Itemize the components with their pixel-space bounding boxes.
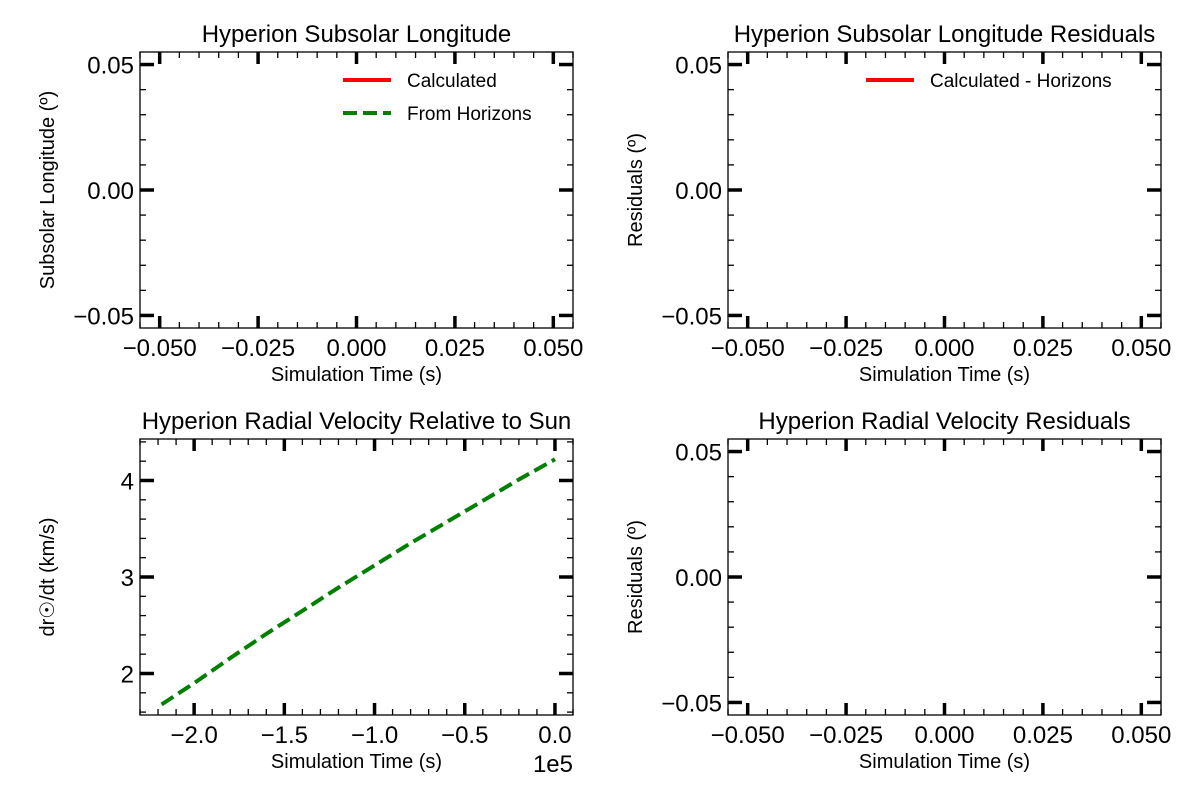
y-tick-label: −0.05 xyxy=(73,303,134,330)
legend-label: Calculated - Horizons xyxy=(930,71,1112,92)
x-tick-label: 0.0 xyxy=(538,722,571,749)
x-offset-text: 1e5 xyxy=(533,751,573,778)
y-axis-label: Subsolar Longitude (º) xyxy=(37,91,59,290)
x-tick-label: 0.000 xyxy=(326,335,386,362)
x-axis-label: Simulation Time (s) xyxy=(859,751,1030,773)
y-tick-label: 3 xyxy=(121,565,134,592)
x-tick-label: 0.000 xyxy=(914,722,974,749)
y-tick-label: 4 xyxy=(121,468,134,495)
legend-label: Calculated xyxy=(407,71,497,92)
y-tick-label: 0.05 xyxy=(675,53,722,80)
x-tick-label: −2.0 xyxy=(170,722,217,749)
y-tick-label: 0.00 xyxy=(87,178,134,205)
x-tick-label: −0.025 xyxy=(809,722,883,749)
x-tick-label: −0.025 xyxy=(221,335,295,362)
legend: Calculated - Horizons xyxy=(866,71,1112,92)
y-axis-label: dr☉/dt (km/s) xyxy=(37,517,59,636)
x-tick-label: −0.050 xyxy=(711,722,785,749)
chart-panel-1: −0.050 −0.025 0.000 0.025 0.050 −0.05 0.00 0.05… xyxy=(37,21,583,386)
x-axis-label: Simulation Time (s) xyxy=(271,364,442,386)
x-tick-label: −0.025 xyxy=(809,335,883,362)
chart-title: Hyperion Radial Velocity Residuals xyxy=(758,408,1130,435)
x-axis-label: Simulation Time (s) xyxy=(271,751,442,773)
x-tick-label: −0.5 xyxy=(441,722,488,749)
plot-frame xyxy=(139,51,574,329)
legend: Calculated From Horizons xyxy=(343,71,532,125)
x-tick-label: −0.050 xyxy=(711,335,785,362)
y-tick-label: 0.00 xyxy=(675,178,722,205)
y-tick-label: 2 xyxy=(121,662,134,689)
y-tick-label: −0.05 xyxy=(661,690,722,717)
chart-title: Hyperion Subsolar Longitude Residuals xyxy=(734,21,1156,48)
y-tick-label: −0.05 xyxy=(661,303,722,330)
y-tick-label: 0.00 xyxy=(675,565,722,592)
x-tick-label: 0.050 xyxy=(523,335,583,362)
chart-panel-4: −0.050 −0.025 0.000 0.025 0.050 −0.05 0.00 0.05… xyxy=(625,408,1171,773)
chart-panel-3: −2.0 −1.5 −1.0 −0.5 0.0 2 3 4 Hyperion Radial Ve… xyxy=(37,408,574,778)
x-tick-label: 0.000 xyxy=(914,335,974,362)
x-tick-label: −1.0 xyxy=(351,722,398,749)
x-tick-label: 0.050 xyxy=(1111,335,1171,362)
x-tick-label: 0.050 xyxy=(1111,722,1171,749)
chart-panel-2: −0.050 −0.025 0.000 0.025 0.050 −0.05 0.00 0.05… xyxy=(625,21,1171,386)
legend-label: From Horizons xyxy=(407,104,532,125)
x-tick-label: 0.025 xyxy=(1013,722,1073,749)
x-tick-label: 0.025 xyxy=(425,335,485,362)
chart-title: Hyperion Radial Velocity Relative to Sun xyxy=(142,408,572,435)
plot-frame xyxy=(727,51,1162,329)
plot-frame xyxy=(727,438,1162,716)
x-tick-label: 0.025 xyxy=(1013,335,1073,362)
x-tick-label: −0.050 xyxy=(123,335,197,362)
y-axis-label: Residuals (º) xyxy=(625,520,647,634)
y-tick-label: 0.05 xyxy=(675,440,722,467)
y-axis-label: Residuals (º) xyxy=(625,133,647,247)
x-axis-label: Simulation Time (s) xyxy=(859,364,1030,386)
chart-title: Hyperion Subsolar Longitude xyxy=(202,21,512,48)
series-line-1 xyxy=(160,457,556,707)
x-tick-label: −1.5 xyxy=(261,722,308,749)
y-tick-label: 0.05 xyxy=(87,53,134,80)
